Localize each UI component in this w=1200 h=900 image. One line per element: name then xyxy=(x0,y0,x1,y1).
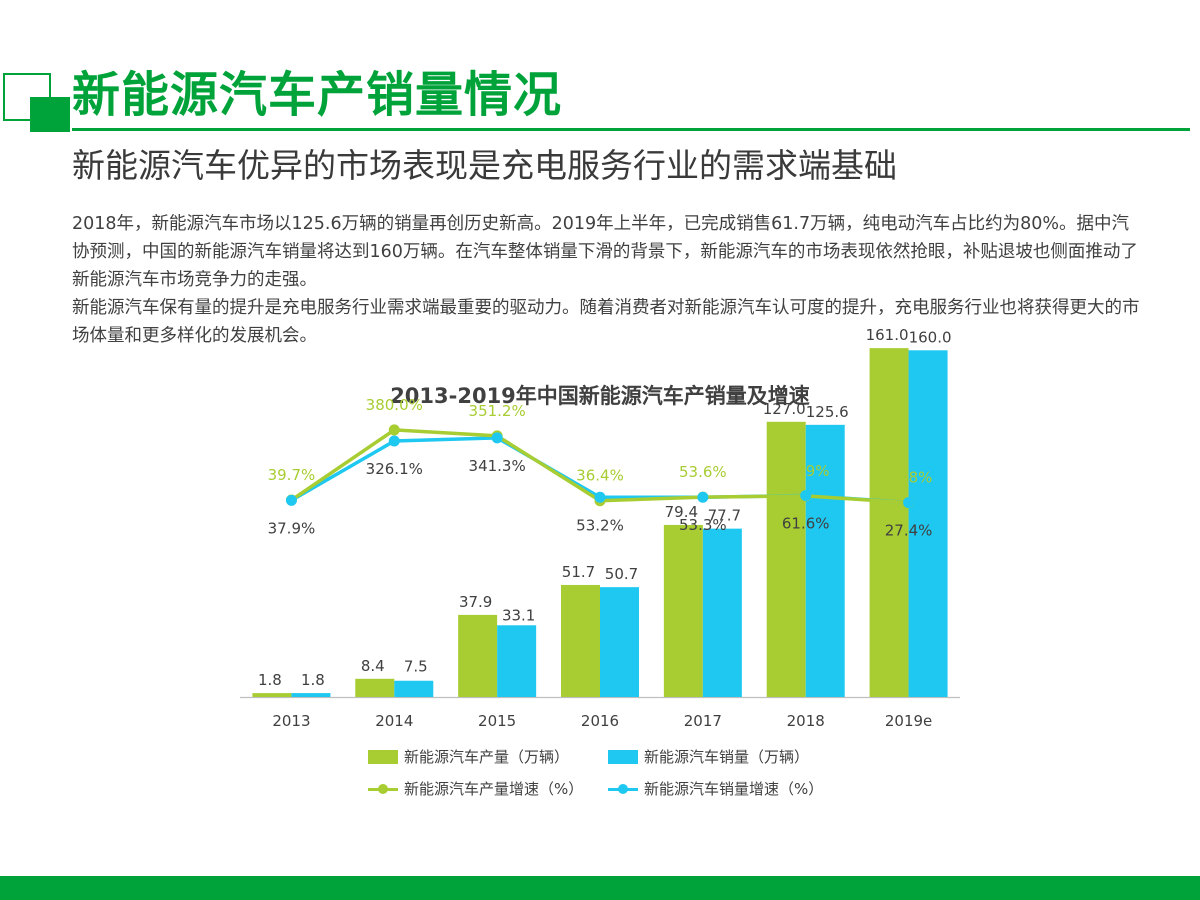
legend-production-label: 新能源汽车产量（万辆） xyxy=(404,748,570,766)
x-tick-2019e: 2019e xyxy=(885,712,932,730)
paragraph-2: 新能源汽车保有量的提升是充电服务行业需求端最重要的驱动力。随着消费者对新能源汽车… xyxy=(72,298,1140,346)
footer-bar xyxy=(0,876,1200,900)
label-production-growth-2017: 53.6% xyxy=(679,463,727,481)
label-production-growth-2015: 351.2% xyxy=(469,402,526,420)
x-tick-2018: 2018 xyxy=(787,712,825,730)
chart-title: 2013-2019年中国新能源汽车产销量及增速 xyxy=(390,384,810,408)
label-sales-growth-2017: 53.3% xyxy=(679,516,727,534)
label-sales-growth-2014: 326.1% xyxy=(366,460,423,478)
legend-production-growth-swatch xyxy=(368,782,398,796)
point-sales-growth-2014 xyxy=(388,435,400,447)
label-production-growth-2013: 39.7% xyxy=(268,466,316,484)
bar-sales-2014 xyxy=(394,680,434,697)
bar-label-sales-2013: 1.8 xyxy=(301,671,325,689)
bar-label-sales-2019e: 160.0 xyxy=(909,328,952,346)
bar-production-2018 xyxy=(766,421,806,697)
point-sales-growth-2016 xyxy=(594,491,606,503)
label-production-growth-2018: 59.9% xyxy=(782,462,830,480)
x-tick-2015: 2015 xyxy=(478,712,516,730)
body-text: 2018年，新能源汽车市场以125.6万辆的销量再创历史新高。2019年上半年，… xyxy=(72,210,1142,350)
bar-production-2013 xyxy=(252,693,292,697)
label-sales-growth-2019e: 27.4% xyxy=(885,522,933,540)
bar-label-sales-2017: 77.7 xyxy=(708,507,741,525)
point-production-growth-2014 xyxy=(388,424,400,436)
point-sales-growth-2013 xyxy=(285,494,297,506)
title-deco-square xyxy=(30,97,70,132)
label-sales-growth-2018: 61.6% xyxy=(782,515,830,533)
bar-label-sales-2016: 50.7 xyxy=(605,565,638,583)
bar-sales-2017 xyxy=(702,528,742,697)
label-sales-growth-2016: 53.2% xyxy=(576,516,624,534)
legend-production-growth-label: 新能源汽车产量增速（%） xyxy=(404,780,584,798)
bar-label-sales-2015: 33.1 xyxy=(502,607,535,625)
bar-label-production-2013: 1.8 xyxy=(258,671,282,689)
point-sales-growth-2015 xyxy=(491,432,503,444)
bar-production-2017 xyxy=(663,524,703,697)
point-sales-growth-2018 xyxy=(800,490,812,502)
bar-production-2014 xyxy=(355,678,395,697)
legend-sales-growth-swatch xyxy=(608,782,638,796)
legend-sales: 新能源汽车销量（万辆） xyxy=(608,746,809,767)
bar-production-2019e xyxy=(869,348,909,697)
bar-label-sales-2018: 125.6 xyxy=(806,403,849,421)
bar-sales-2016 xyxy=(600,587,639,697)
x-tick-2016: 2016 xyxy=(581,712,619,730)
bar-sales-2018 xyxy=(805,424,845,697)
page-subtitle: 新能源汽车优异的市场表现是充电服务行业的需求端基础 xyxy=(72,146,897,185)
x-tick-2013: 2013 xyxy=(272,712,310,730)
label-production-growth-2019e: 26.8% xyxy=(885,469,933,487)
title-underline xyxy=(72,128,1190,131)
bar-production-2016 xyxy=(561,584,600,697)
bar-label-production-2014: 8.4 xyxy=(361,657,385,675)
x-tick-2017: 2017 xyxy=(684,712,722,730)
label-production-growth-2014: 380.0% xyxy=(366,396,423,414)
bar-label-production-2018: 127.0 xyxy=(763,400,806,418)
bar-label-production-2015: 37.9 xyxy=(459,593,492,611)
x-tick-2014: 2014 xyxy=(375,712,413,730)
page-title: 新能源汽车产销量情况 xyxy=(72,67,563,123)
paragraph-1: 2018年，新能源汽车市场以125.6万辆的销量再创历史新高。2019年上半年，… xyxy=(72,214,1138,290)
point-sales-growth-2017 xyxy=(697,491,709,503)
label-production-growth-2016: 36.4% xyxy=(576,467,624,485)
point-sales-growth-2019e xyxy=(903,497,915,509)
bar-sales-2015 xyxy=(497,625,537,697)
bar-label-production-2019e: 161.0 xyxy=(866,326,909,344)
bar-label-sales-2014: 7.5 xyxy=(404,658,428,676)
bar-sales-2013 xyxy=(291,693,331,697)
bar-label-production-2017: 79.4 xyxy=(665,503,698,521)
legend-production-growth: 新能源汽车产量增速（%） xyxy=(368,778,583,799)
legend-production: 新能源汽车产量（万辆） xyxy=(368,746,569,767)
legend-sales-growth: 新能源汽车销量增速（%） xyxy=(608,778,823,799)
label-sales-growth-2015: 341.3% xyxy=(469,457,526,475)
label-sales-growth-2013: 37.9% xyxy=(268,519,316,537)
bar-production-2015 xyxy=(458,614,498,697)
bar-sales-2019e xyxy=(908,350,948,697)
legend-sales-swatch xyxy=(608,749,638,764)
legend-sales-growth-label: 新能源汽车销量增速（%） xyxy=(644,780,824,798)
legend-production-swatch xyxy=(368,749,398,764)
bar-label-production-2016: 51.7 xyxy=(562,563,595,581)
legend-sales-label: 新能源汽车销量（万辆） xyxy=(644,748,810,766)
